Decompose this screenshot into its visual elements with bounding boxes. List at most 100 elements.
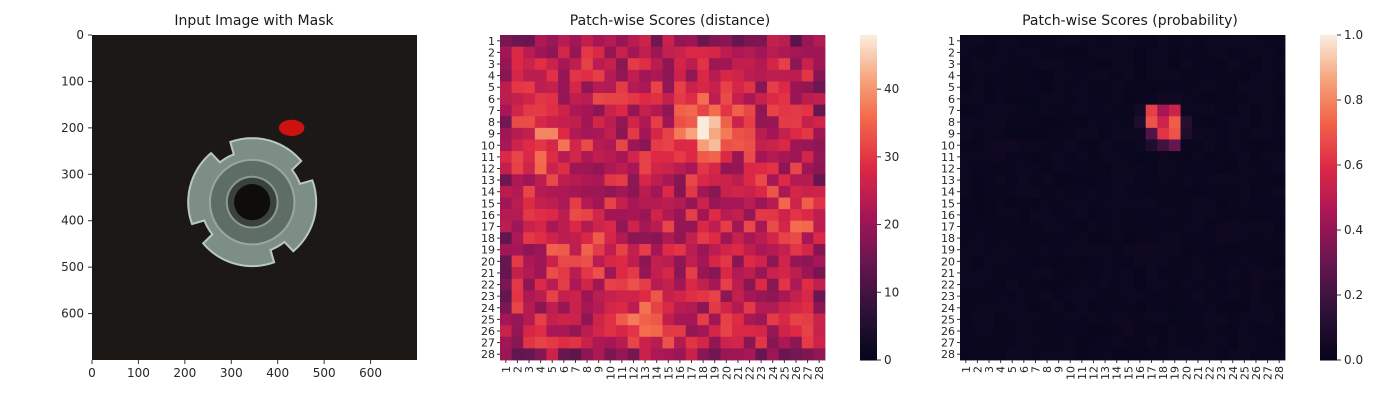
heatmap-cell	[1145, 46, 1158, 59]
colorbar-tick-label: 0.0	[1344, 353, 1363, 367]
colorbar-segment	[860, 275, 877, 280]
heatmap-cell	[697, 69, 710, 82]
heatmap-cell	[1238, 313, 1251, 326]
heatmap-cell	[627, 139, 640, 152]
heatmap-cell	[569, 151, 582, 164]
heatmap-cell	[534, 127, 547, 140]
y-tick-label: 500	[61, 260, 84, 274]
heatmap-cell	[592, 243, 605, 256]
heatmap-cell	[1261, 197, 1274, 210]
heatmap-cell	[1029, 46, 1042, 59]
heatmap-cell	[1041, 336, 1054, 349]
heatmap-cell	[1180, 58, 1193, 71]
heatmap-cell	[1261, 35, 1274, 48]
heatmap-cell	[627, 185, 640, 198]
heatmap-cell	[523, 46, 536, 59]
colorbar-segment	[1320, 356, 1337, 361]
heatmap-cell	[639, 313, 652, 326]
heatmap-cell	[558, 278, 571, 291]
heatmap-cell	[1261, 232, 1274, 245]
heatmap-cell	[1006, 301, 1019, 314]
row-label: 14	[941, 186, 955, 199]
colorbar-segment	[860, 119, 877, 124]
heatmap-cell	[1238, 69, 1251, 82]
heatmap-cell	[697, 104, 710, 117]
heatmap-cell	[1087, 69, 1100, 82]
heatmap-cell	[755, 197, 768, 210]
heatmap-cell	[778, 116, 791, 129]
col-label: 19	[1169, 366, 1182, 380]
heatmap-cell	[616, 313, 629, 326]
heatmap-cell	[1226, 220, 1239, 233]
heatmap-cell	[627, 35, 640, 48]
heatmap-cell	[1238, 255, 1251, 268]
heatmap-cell	[500, 58, 513, 71]
heatmap-cell	[766, 104, 779, 117]
heatmap-cell	[697, 151, 710, 164]
heatmap-cell	[1018, 232, 1031, 245]
heatmap-cell	[778, 267, 791, 280]
heatmap-cell	[697, 325, 710, 338]
colorbar-segment	[1320, 324, 1337, 328]
heatmap-cell	[801, 162, 814, 175]
heatmap-cell	[592, 348, 605, 361]
heatmap-cell	[790, 93, 803, 106]
heatmap-cell	[1064, 151, 1077, 164]
heatmap-cell	[639, 127, 652, 140]
heatmap-cell	[1238, 278, 1251, 291]
heatmap-cell	[639, 174, 652, 187]
colorbar-segment	[860, 204, 877, 208]
colorbar-segment	[1320, 61, 1337, 65]
heatmap-cell	[766, 151, 779, 164]
colorbar-segment	[860, 308, 877, 312]
heatmap-cell	[569, 290, 582, 303]
heatmap-cell	[1006, 278, 1019, 291]
heatmap-cell	[558, 301, 571, 314]
heatmap-cell	[650, 185, 663, 198]
heatmap-cell	[1273, 290, 1286, 303]
heatmap-cell	[581, 197, 594, 210]
colorbar-segment	[860, 139, 877, 143]
heatmap-cell	[1180, 116, 1193, 129]
heatmap-cell	[627, 151, 640, 164]
heatmap-cell	[1006, 69, 1019, 82]
colorbar-segment	[860, 129, 877, 133]
heatmap-cell	[743, 81, 756, 94]
heatmap-cell	[813, 325, 826, 338]
heatmap-cell	[569, 69, 582, 82]
heatmap-cell	[558, 139, 571, 152]
heatmap-cell	[1192, 348, 1205, 361]
heatmap-cell	[1238, 151, 1251, 164]
heatmap-cell	[801, 46, 814, 59]
colorbar-segment	[860, 282, 877, 286]
col-label: 11	[1076, 366, 1089, 380]
heatmap-cell	[674, 58, 687, 71]
colorbar-segment	[860, 155, 877, 159]
heatmap-cell	[1203, 46, 1216, 59]
colorbar-segment	[860, 41, 877, 46]
heatmap-cell	[1192, 232, 1205, 245]
heatmap-cell	[960, 116, 973, 129]
heatmap-cell	[1099, 104, 1112, 117]
heatmap-cell	[1006, 243, 1019, 256]
heatmap-cell	[1122, 81, 1135, 94]
colorbar-segment	[1320, 314, 1337, 319]
heatmap-cell	[1099, 93, 1112, 106]
heatmap-cell	[708, 93, 721, 106]
heatmap-cell	[1064, 243, 1077, 256]
row-label: 25	[481, 313, 495, 326]
heatmap-cell	[1122, 209, 1135, 222]
heatmap-cell	[604, 127, 617, 140]
colorbar-segment	[1320, 285, 1337, 289]
heatmap-cell	[500, 185, 513, 198]
heatmap-cell	[685, 139, 698, 152]
heatmap-cell	[523, 174, 536, 187]
heatmap-cell	[766, 267, 779, 280]
heatmap-cell	[616, 174, 629, 187]
heatmap-cell	[1110, 116, 1123, 129]
heatmap-cell	[1018, 162, 1031, 175]
heatmap-cell	[971, 301, 984, 314]
heatmap-cell	[523, 35, 536, 48]
heatmap-cell	[697, 197, 710, 210]
heatmap-cell	[755, 232, 768, 245]
